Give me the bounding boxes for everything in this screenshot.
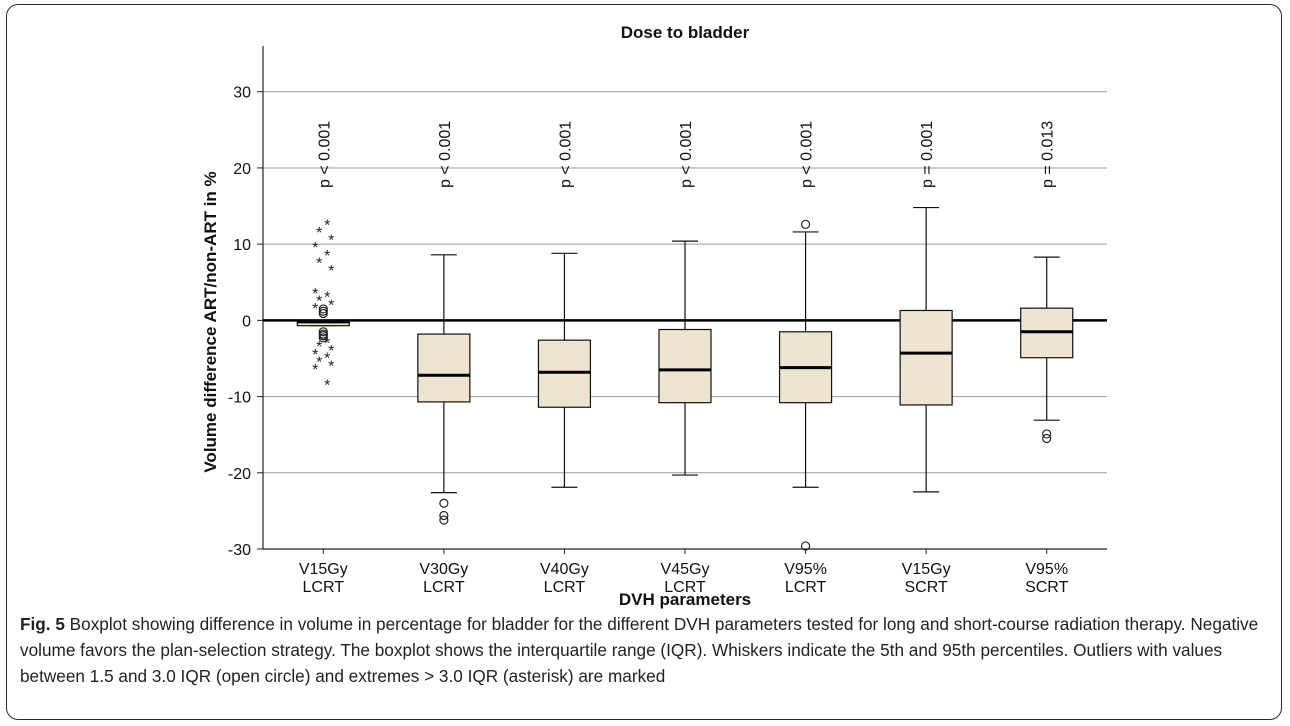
outlier-point (1042, 433, 1052, 444)
outlier-point (439, 498, 449, 508)
x-tick-label: LCRT (303, 579, 345, 596)
y-tick-label: -20 (228, 466, 251, 483)
extreme-point: * (328, 297, 334, 314)
y-tick-label: 0 (242, 313, 251, 330)
extreme-point: * (316, 354, 322, 371)
box-group: ** ** ** ** ** **** ** ** ***p < 0.001 (296, 121, 350, 394)
outlier-point (318, 304, 328, 314)
box-group: p = 0.001 (899, 121, 953, 493)
outlier-point (800, 541, 811, 551)
y-tick-label: 10 (233, 237, 251, 254)
x-tick-label: LCRT (664, 579, 706, 596)
x-tick-label: V30Gy (419, 561, 468, 578)
x-tick-label: V40Gy (540, 561, 589, 578)
extreme-point: * (316, 339, 322, 356)
extreme-point: * (316, 294, 322, 311)
x-tick-label: V95% (784, 561, 827, 578)
y-tick-label: -10 (228, 390, 251, 407)
extreme-point: * (324, 290, 330, 307)
figure-caption: Fig. 5 Boxplot showing difference in vol… (20, 611, 1270, 689)
extreme-point: * (324, 217, 330, 234)
box-group: p < 0.001 (658, 121, 712, 476)
box-group: p = 0.013 (1020, 121, 1074, 444)
extreme-point: * (312, 362, 318, 379)
box-group: p < 0.001 (778, 121, 833, 551)
extreme-point: * (328, 343, 334, 360)
x-tick-label: V15Gy (902, 561, 951, 578)
boxplot-chart: Dose to bladder ** ** ** ** ** **** ** ** ***p <… (201, 23, 1107, 609)
y-tick-label: -30 (228, 542, 251, 559)
outlier-point (318, 306, 328, 316)
extreme-point: * (328, 263, 334, 280)
extreme-point: * (312, 347, 318, 364)
extreme-point: * (328, 358, 334, 375)
outlier-point (318, 308, 328, 319)
x-tick-label: LCRT (544, 579, 586, 596)
extreme-point: * (324, 377, 330, 394)
box-group: p < 0.001 (537, 121, 592, 488)
outlier-point (439, 515, 449, 525)
extreme-point: * (328, 233, 334, 250)
y-tick-label: 20 (233, 161, 251, 178)
extreme-point: * (324, 248, 330, 265)
y-tick-label: 30 (233, 85, 251, 102)
x-tick-label: V15Gy (299, 561, 348, 578)
x-axis-label: DVH parameters (619, 590, 751, 609)
figure-label: Fig. 5 (20, 614, 65, 634)
outlier-point (800, 219, 811, 229)
y-axis-label: Volume difference ART/non-ART in % (201, 171, 220, 472)
extreme-point: * (324, 351, 330, 368)
extreme-point: * (316, 255, 322, 272)
iqr-box (899, 309, 953, 406)
outlier-point (318, 327, 328, 337)
extreme-point: * (316, 225, 322, 242)
extreme-point: * (312, 286, 318, 303)
x-tick-label: SCRT (905, 579, 948, 596)
extreme-point: * (324, 335, 330, 352)
iqr-box (658, 328, 712, 404)
p-value-annotation: p < 0.001 (316, 121, 333, 188)
x-tick-label: LCRT (785, 579, 827, 596)
extreme-point: * (312, 301, 318, 318)
figure-frame (6, 4, 1282, 720)
iqr-box (417, 333, 471, 403)
x-tick-label: V95% (1025, 561, 1068, 578)
outlier-point (439, 510, 449, 521)
p-value-annotation: p < 0.001 (678, 121, 695, 188)
tick-labels: 3020100-10-20-30V15GyLCRTV30GyLCRTV40GyL… (228, 85, 1069, 596)
outlier-point (1042, 429, 1052, 439)
p-value-annotation: p = 0.001 (919, 121, 936, 188)
p-value-annotation: p < 0.001 (557, 121, 574, 188)
x-tick-label: SCRT (1025, 579, 1068, 596)
chart-title: Dose to bladder (621, 23, 750, 42)
extreme-point: * (312, 240, 318, 257)
p-value-annotation: p < 0.001 (437, 121, 454, 188)
iqr-box (537, 339, 592, 408)
caption-text: Boxplot showing difference in volume in … (20, 614, 1259, 686)
x-tick-label: LCRT (423, 579, 465, 596)
x-tick-label: V45Gy (661, 561, 710, 578)
outlier-point (318, 333, 328, 343)
outlier-point (318, 331, 328, 341)
box-group: p < 0.001 (417, 121, 471, 525)
p-value-annotation: p = 0.013 (1040, 121, 1057, 188)
p-value-annotation: p < 0.001 (799, 121, 816, 188)
boxes: ** ** ** ** ** **** ** ** ***p < 0.001 p < 0.001 p… (296, 121, 1074, 551)
